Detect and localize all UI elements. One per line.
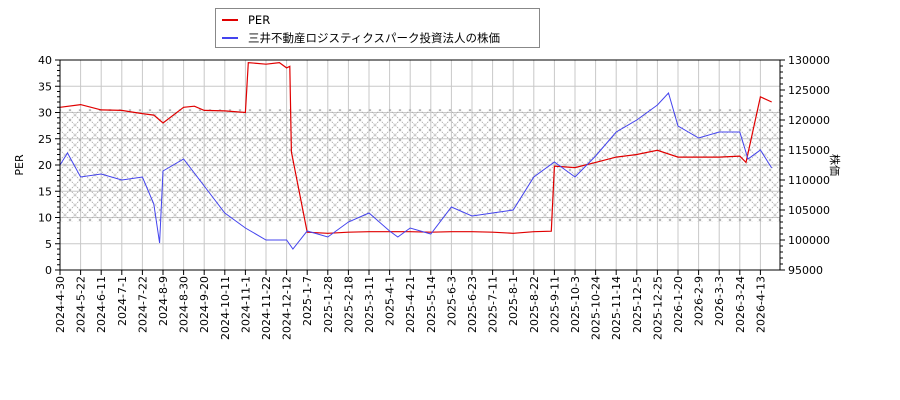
left-tick-label: 35	[38, 80, 52, 93]
x-tick-label: 2025-3-11	[363, 276, 376, 333]
x-tick-label: 2025-9-11	[548, 276, 561, 333]
x-tick-label: 2024-5-22	[75, 276, 88, 333]
left-tick-label: 40	[38, 54, 52, 67]
x-tick-label: 2024-11-1	[239, 276, 252, 333]
x-tick-label: 2024-6-11	[95, 276, 108, 333]
right-tick-label: 120000	[788, 114, 830, 127]
x-tick-label: 2025-2-18	[342, 276, 355, 333]
left-tick-label: 30	[38, 107, 52, 120]
price-line-swatch-icon	[222, 37, 238, 39]
x-tick-label: 2024-8-30	[178, 276, 191, 333]
right-tick-label: 95000	[788, 264, 823, 277]
x-tick-label: 2024-11-22	[260, 276, 273, 340]
x-tick-label: 2025-12-25	[651, 276, 664, 340]
right-y-axis: 95000 100000 105000 110000 115000 120000 12500…	[780, 54, 830, 277]
x-tick-label: 2025-7-11	[487, 276, 500, 333]
right-axis-title: 株価	[828, 154, 842, 176]
x-axis: 2024-4-30 2024-5-22 2024-6-11 2024-7-1 2024-…	[54, 270, 767, 340]
left-tick-label: 0	[45, 264, 52, 277]
x-tick-label: 2026-3-24	[734, 276, 747, 333]
x-tick-label: 2024-12-12	[281, 276, 294, 340]
x-tick-label: 2025-12-5	[631, 276, 644, 333]
x-tick-label: 2025-11-14	[610, 276, 623, 340]
left-y-axis: 0 5 10 15 20 25 30 35 40	[38, 54, 60, 277]
left-tick-label: 25	[38, 133, 52, 146]
legend-item-per: PER	[222, 12, 270, 28]
x-tick-label: 2026-3-3	[713, 276, 726, 326]
legend-label-per: PER	[248, 13, 271, 27]
x-tick-label: 2024-7-1	[116, 276, 129, 326]
x-tick-label: 2025-10-24	[590, 276, 603, 340]
left-tick-label: 5	[45, 238, 52, 251]
right-tick-label: 105000	[788, 204, 830, 217]
x-tick-label: 2025-8-22	[528, 276, 541, 333]
x-tick-label: 2024-8-9	[157, 276, 170, 326]
left-tick-label: 10	[38, 212, 52, 225]
x-tick-label: 2024-4-30	[54, 276, 67, 333]
x-tick-label: 2024-9-20	[198, 276, 211, 333]
price-line	[59, 92, 773, 250]
left-tick-label: 15	[38, 185, 52, 198]
right-tick-label: 115000	[788, 144, 830, 157]
x-tick-label: 2025-4-21	[404, 276, 417, 333]
per-line	[59, 61, 772, 234]
x-tick-label: 2025-6-23	[466, 276, 479, 333]
legend-label-price: 三井不動産ロジスティクスパーク投資法人の株価	[248, 31, 500, 45]
x-tick-label: 2026-4-13	[754, 276, 767, 333]
left-tick-label: 20	[38, 159, 52, 172]
shaded-band	[60, 109, 780, 222]
x-tick-label: 2024-10-11	[219, 276, 232, 340]
x-tick-label: 2025-4-1	[384, 276, 397, 326]
x-tick-label: 2025-10-3	[569, 276, 582, 333]
chart-legend: PER 三井不動産ロジスティクスパーク投資法人の株価	[215, 8, 540, 48]
x-tick-label: 2026-2-9	[693, 276, 706, 326]
x-tick-label: 2025-8-1	[507, 276, 520, 326]
right-tick-label: 130000	[788, 54, 830, 67]
legend-item-price: 三井不動産ロジスティクスパーク投資法人の株価	[222, 30, 500, 46]
x-tick-label: 2025-1-7	[301, 276, 314, 326]
x-tick-label: 2025-5-14	[425, 276, 438, 333]
x-tick-label: 2026-1-20	[672, 276, 685, 333]
right-tick-label: 100000	[788, 234, 830, 247]
x-tick-label: 2024-7-22	[136, 276, 149, 333]
x-tick-label: 2025-6-3	[445, 276, 458, 326]
x-tick-label: 2025-1-28	[322, 276, 335, 333]
left-axis-title: PER	[13, 154, 26, 176]
per-line-swatch-icon	[222, 19, 238, 21]
right-tick-label: 110000	[788, 174, 830, 187]
right-tick-label: 125000	[788, 84, 830, 97]
